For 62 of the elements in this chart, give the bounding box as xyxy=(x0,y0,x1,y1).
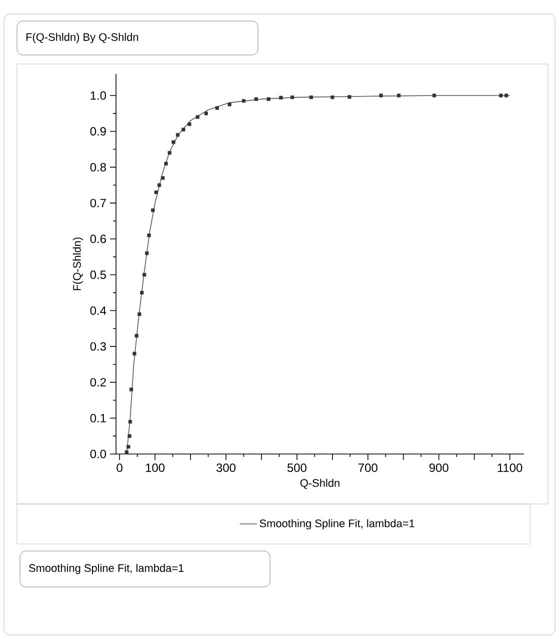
point xyxy=(147,234,151,238)
x-tick-label: 300 xyxy=(216,464,236,472)
point xyxy=(161,176,165,180)
point xyxy=(215,106,219,110)
x-tick-label: 700 xyxy=(358,464,378,472)
point xyxy=(499,94,503,98)
point xyxy=(128,420,132,424)
point xyxy=(157,183,162,187)
point xyxy=(188,122,192,126)
point xyxy=(134,334,138,338)
point xyxy=(142,272,146,277)
point xyxy=(379,94,383,98)
point xyxy=(348,95,352,99)
point xyxy=(124,450,128,454)
point xyxy=(172,140,176,144)
x-tick-label: 0 xyxy=(116,464,122,472)
point xyxy=(145,251,149,256)
point xyxy=(309,95,313,100)
y-tick-label: 1.0 xyxy=(90,91,106,100)
point xyxy=(126,445,130,449)
x-axis-title: Q-Shldn xyxy=(300,478,340,489)
point xyxy=(138,312,142,316)
chart-title: F(Q-Shldn) By Q-Shldn xyxy=(26,32,138,44)
point xyxy=(164,162,168,166)
point xyxy=(132,352,136,356)
point xyxy=(196,115,200,119)
point xyxy=(182,128,186,132)
y-tick-label: 0.3 xyxy=(90,342,106,351)
point xyxy=(504,94,508,98)
y-tick-label: 0.5 xyxy=(90,270,106,279)
point xyxy=(140,290,144,294)
point xyxy=(151,208,155,212)
point xyxy=(176,133,180,137)
y-tick-label: 0.2 xyxy=(90,378,106,387)
point xyxy=(432,94,436,98)
y-tick-label: 0.7 xyxy=(90,198,106,208)
point xyxy=(266,97,270,101)
y-tick-label: 0.6 xyxy=(90,234,106,244)
text: Smoothing Spline Fit, lambda=1 xyxy=(29,564,184,574)
point xyxy=(290,95,294,100)
point xyxy=(228,102,232,106)
point xyxy=(204,112,208,116)
point xyxy=(128,434,132,438)
point xyxy=(242,99,246,103)
point xyxy=(396,94,401,98)
y-tick-label: 0.1 xyxy=(90,414,106,422)
y-axis-title: F(Q-Shldn) xyxy=(72,238,84,290)
point xyxy=(129,388,134,392)
x-tick-label: 500 xyxy=(287,464,306,472)
point xyxy=(254,97,258,101)
x-tick-label: 1100 xyxy=(498,464,522,472)
y-tick-label: 0.9 xyxy=(90,127,106,136)
x-tick-label: 100 xyxy=(146,464,165,472)
legend-label: Smoothing Spline Fit, lambda=1 xyxy=(260,519,414,530)
y-tick-label: 0.8 xyxy=(90,162,106,172)
x-tick-label: 900 xyxy=(429,464,448,472)
point xyxy=(154,190,158,194)
y-tick-label: 0.4 xyxy=(90,306,106,315)
point xyxy=(168,151,172,155)
y-tick-label: 0.0 xyxy=(90,450,106,458)
point xyxy=(279,96,283,100)
point xyxy=(330,95,334,100)
